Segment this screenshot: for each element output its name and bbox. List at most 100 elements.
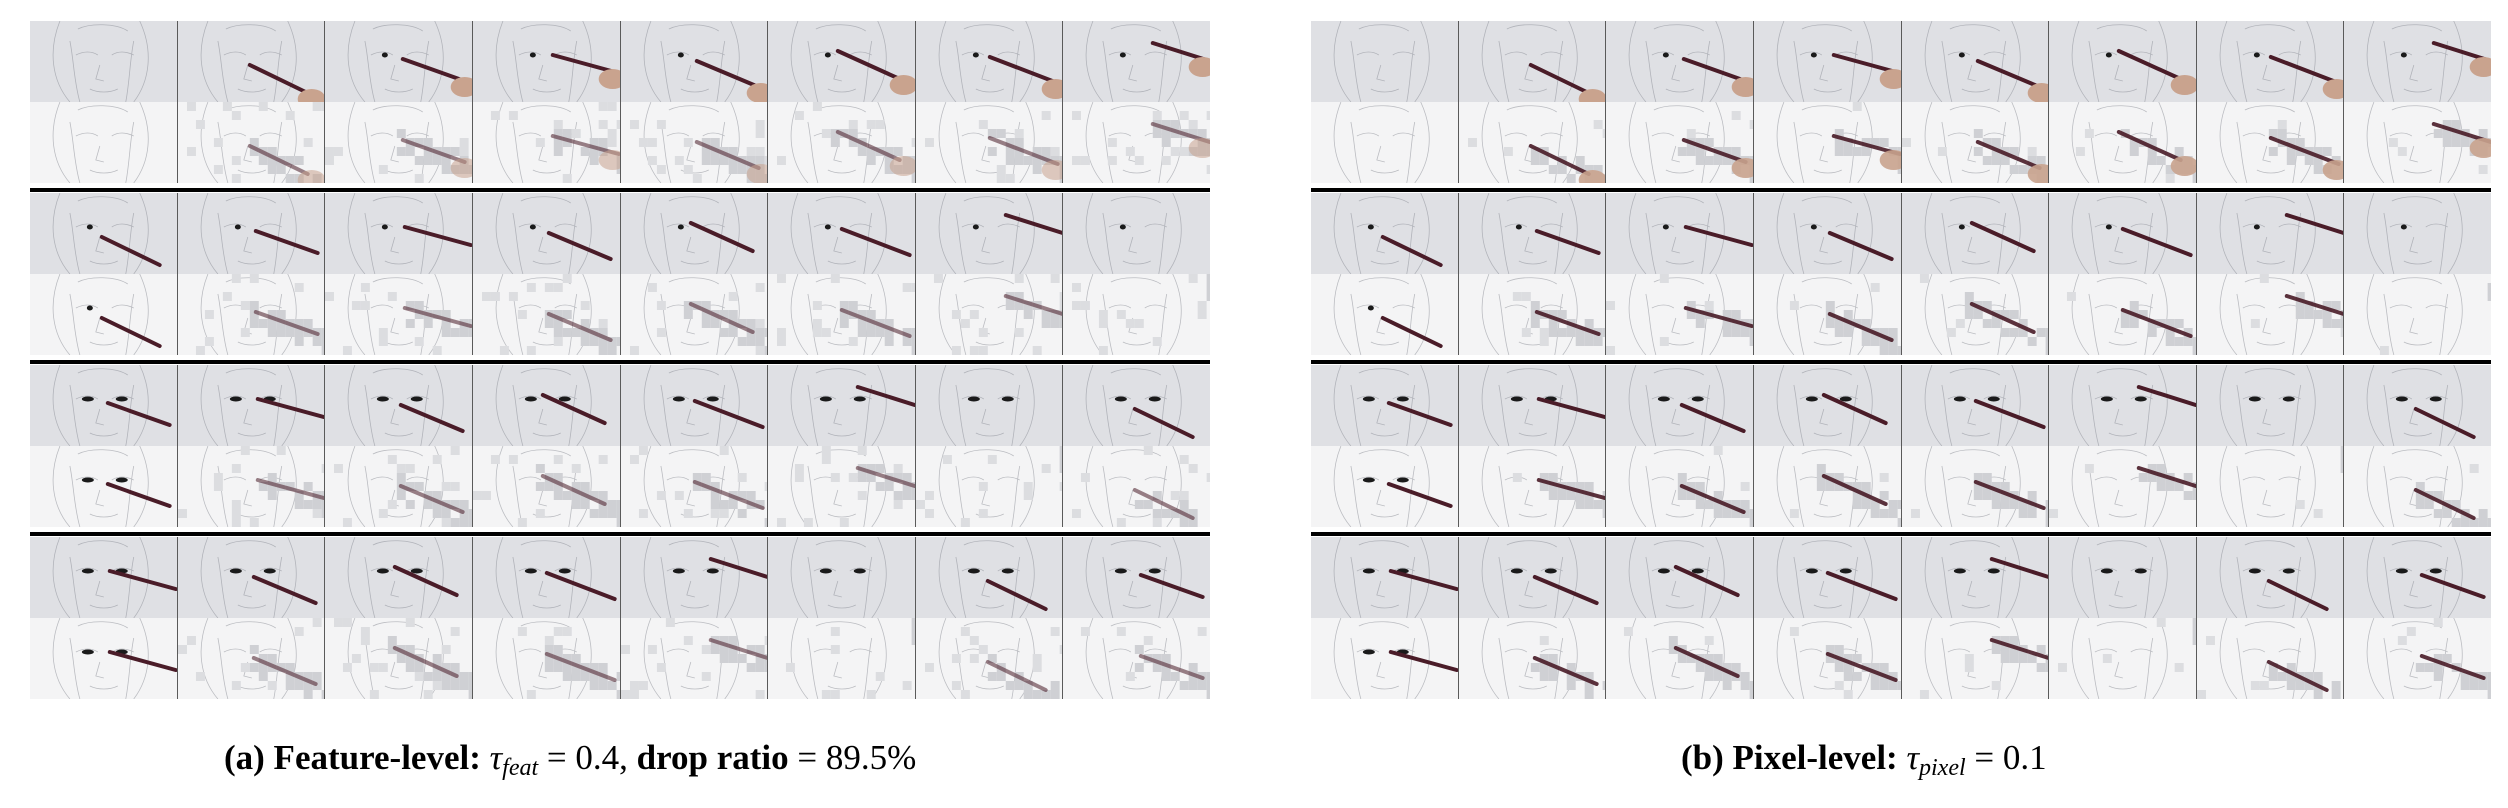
frame-drawing [1333, 193, 1443, 274]
video-frame [1458, 537, 1607, 618]
frame-drawing [933, 274, 1063, 355]
frame-drawing [1910, 446, 2049, 527]
mask-row [30, 446, 1210, 527]
video-frame [472, 537, 621, 618]
frame-drawing [1333, 618, 1458, 699]
video-frame [1606, 193, 1754, 274]
row-pair [1311, 193, 2491, 355]
row-pair-separator [1311, 188, 2491, 192]
masked-frame [325, 102, 473, 183]
masked-frame [472, 618, 621, 699]
tau-symbol: τ [1906, 738, 1919, 777]
frame-drawing [629, 102, 768, 183]
masked-frame [2344, 446, 2491, 527]
video-frame [1311, 537, 1459, 618]
frame-drawing [52, 446, 172, 527]
masked-frame [620, 446, 769, 527]
masked-frame [177, 446, 326, 527]
frame-drawing [1072, 102, 1210, 183]
video-frame [1901, 537, 2050, 618]
video-frame [2344, 21, 2491, 102]
video-frame [30, 193, 178, 274]
frame-drawing [195, 274, 325, 355]
mask-row [30, 102, 1210, 183]
frame-drawing [2067, 274, 2196, 355]
video-frame [1311, 365, 1459, 446]
video-frame [2049, 21, 2197, 102]
frame-drawing [347, 21, 472, 102]
video-frame [472, 193, 621, 274]
frame-drawing [2219, 274, 2344, 355]
frame-drawing [1776, 193, 1894, 274]
frame-drawing [2071, 102, 2196, 183]
video-frame [325, 21, 473, 102]
video-frame [620, 21, 769, 102]
video-frame [1458, 365, 1607, 446]
video-frame [325, 193, 473, 274]
frame-drawing [1086, 537, 1206, 618]
masked-frame [1063, 446, 1210, 527]
frame-drawing [643, 365, 765, 446]
tau-symbol: τ [489, 738, 503, 777]
mask-row [1311, 274, 2491, 355]
frame-drawing [1481, 274, 1606, 355]
masked-frame [768, 274, 916, 355]
masked-frame [1901, 102, 2050, 183]
masked-frame [177, 274, 326, 355]
masked-frame [2344, 618, 2491, 699]
masked-frame [1063, 274, 1210, 355]
frame-drawing [2071, 21, 2196, 102]
frame-drawing [495, 537, 617, 618]
frame-drawing [2219, 102, 2344, 183]
frame-drawing [620, 618, 768, 699]
frame-drawing [1628, 537, 1740, 618]
frame-drawing [1072, 446, 1210, 527]
video-frame [915, 21, 1064, 102]
masked-frame [30, 446, 178, 527]
frame-drawing [915, 446, 1063, 527]
frame-drawing [1624, 618, 1753, 699]
frame-drawing [1628, 365, 1746, 446]
frame-row [1311, 365, 2491, 446]
frame-drawing [790, 21, 915, 102]
frame-drawing [177, 446, 325, 527]
frame-drawing [2367, 537, 2487, 618]
frame-drawing [495, 365, 607, 446]
frame-drawing [1333, 21, 1430, 102]
frame-drawing [200, 537, 318, 618]
frame-drawing [1628, 446, 1753, 527]
frame-drawing [2071, 365, 2196, 446]
frame-drawing [643, 193, 755, 274]
frame-drawing [495, 21, 620, 102]
video-frame [915, 193, 1064, 274]
row-pair [1311, 537, 2491, 699]
frame-drawing [1924, 21, 2049, 102]
frame-drawing [2219, 193, 2344, 274]
frame-drawing [52, 274, 162, 355]
caption-feature-level: (a) Feature-level: τfeat = 0.4, drop rat… [224, 738, 916, 782]
frame-drawing [790, 537, 887, 618]
row-pair [1311, 21, 2491, 183]
video-frame [768, 21, 916, 102]
frame-drawing [1081, 618, 1210, 699]
masked-frame [30, 618, 178, 699]
frame-drawing [2049, 446, 2196, 527]
frame-drawing [347, 365, 465, 446]
video-frame [2196, 21, 2345, 102]
frame-drawing [643, 21, 768, 102]
video-frame [177, 21, 326, 102]
tau-subscript: pixel [1919, 755, 1966, 781]
drop-ratio-value: = 89.5% [788, 738, 917, 777]
frame-drawing [1333, 537, 1458, 618]
masked-frame [1753, 102, 1902, 183]
frame-drawing [938, 21, 1063, 102]
frame-drawing [1776, 365, 1888, 446]
frame-drawing [2219, 21, 2344, 102]
frame-drawing [1086, 21, 1210, 102]
video-frame [1063, 537, 1210, 618]
masked-frame [915, 102, 1064, 183]
row-pair-separator [30, 532, 1210, 536]
video-frame [1311, 21, 1459, 102]
masked-frame [472, 274, 621, 355]
frame-drawing [777, 446, 915, 527]
